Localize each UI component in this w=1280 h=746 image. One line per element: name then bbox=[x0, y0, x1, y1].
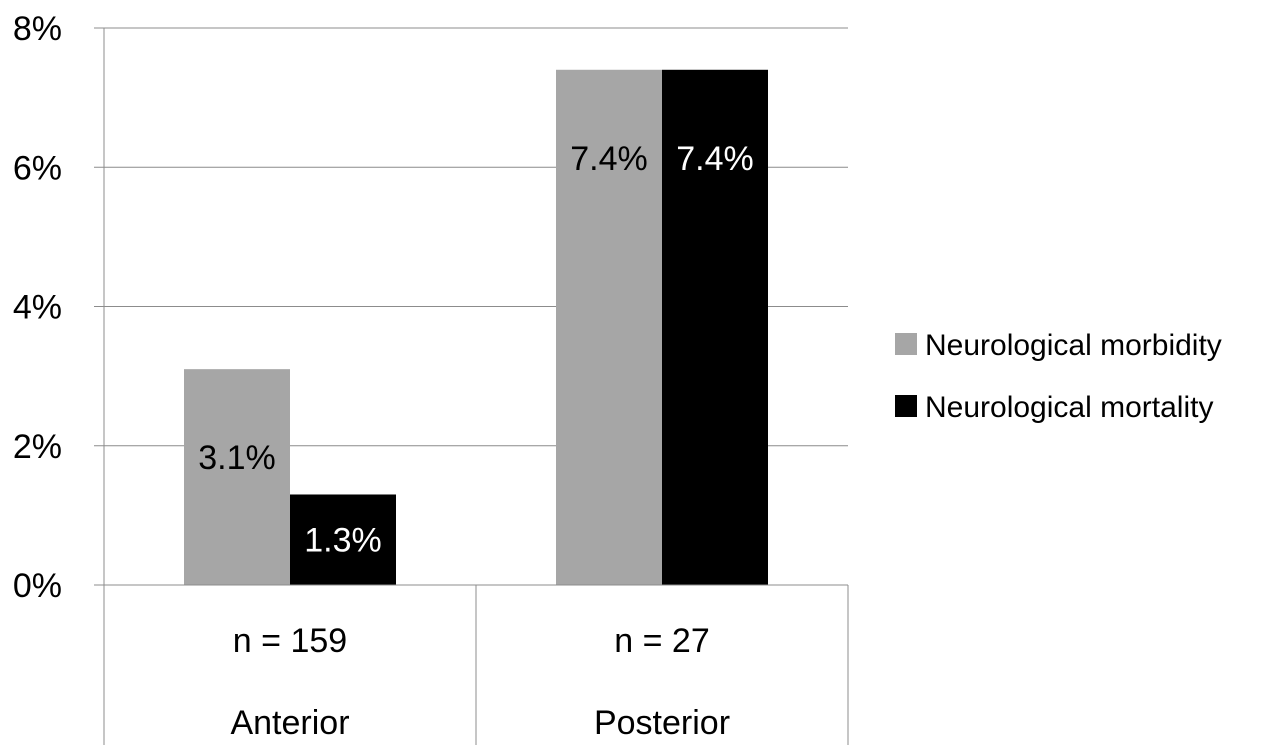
legend-swatch bbox=[895, 333, 917, 355]
data-label: 7.4% bbox=[570, 140, 648, 178]
bar bbox=[556, 69, 662, 585]
legend-label: Neurological mortality bbox=[925, 391, 1213, 424]
category-name-label: Posterior bbox=[594, 704, 730, 742]
y-tick-label: 0% bbox=[13, 567, 62, 605]
bars: 3.1% 1.3% 7.4% 7.4% bbox=[184, 69, 768, 585]
category-sample-label: n = 159 bbox=[233, 622, 347, 660]
bar bbox=[184, 369, 290, 585]
y-tick-label: 4% bbox=[13, 289, 62, 327]
legend-swatch bbox=[895, 395, 917, 417]
bar bbox=[662, 69, 768, 585]
y-tick-label: 2% bbox=[13, 428, 62, 466]
legend: Neurological morbidity Neurological morta… bbox=[895, 329, 1222, 424]
category-sample-label: n = 27 bbox=[614, 622, 709, 660]
legend-label: Neurological morbidity bbox=[925, 329, 1222, 362]
category-name-label: Anterior bbox=[230, 704, 349, 742]
category-labels: n = 159 Anterior n = 27 Posterior bbox=[230, 622, 730, 742]
axes bbox=[94, 27, 849, 745]
data-label: 3.1% bbox=[198, 439, 276, 477]
y-tick-label: 6% bbox=[13, 149, 62, 187]
bar bbox=[290, 494, 396, 585]
y-tick-labels: 0% 2% 4% 6% 8% bbox=[13, 10, 62, 605]
data-label: 1.3% bbox=[304, 522, 382, 560]
data-label: 7.4% bbox=[676, 140, 754, 178]
y-tick-label: 8% bbox=[13, 10, 62, 48]
